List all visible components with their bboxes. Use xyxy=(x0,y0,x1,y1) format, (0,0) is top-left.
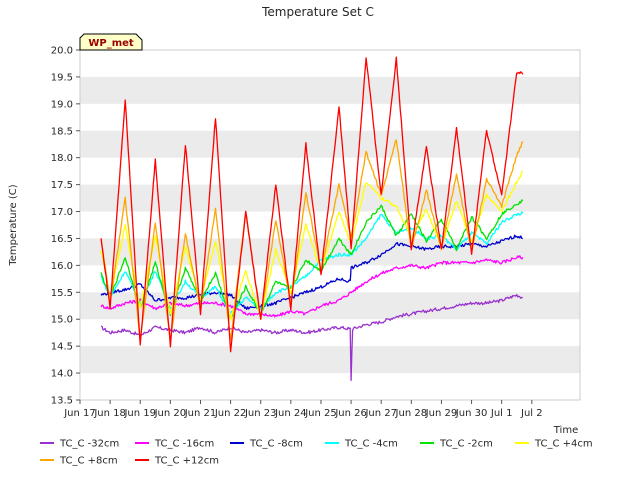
x-tick-label: Jun 27 xyxy=(364,408,397,419)
legend-label: TC_C +12cm xyxy=(154,456,219,467)
series-line-2 xyxy=(100,255,524,318)
x-tick-label: Jun 19 xyxy=(123,408,156,419)
y-tick-label: 15.0 xyxy=(51,315,73,326)
legend-label: TC_C +8cm xyxy=(59,456,118,467)
y-tick-label: 15.5 xyxy=(51,288,73,299)
legend-label: TC_C -4cm xyxy=(344,439,398,450)
x-tick-label: Jun 28 xyxy=(395,408,428,419)
legend-label: TC_C -16cm xyxy=(154,439,214,450)
series-line-6 xyxy=(100,170,524,321)
legend-label: TC_C -8cm xyxy=(249,439,303,450)
legend-label: TC_C -32cm xyxy=(59,439,119,450)
annotation-bg xyxy=(79,33,143,51)
x-tick-label: Jun 18 xyxy=(93,408,126,419)
x-tick-label: Jul 2 xyxy=(520,408,543,419)
series-line-3 xyxy=(100,234,523,311)
x-axis-label: Time xyxy=(553,425,578,436)
x-tick-label: Jun 26 xyxy=(334,408,367,419)
legend-label: TC_C -2cm xyxy=(439,439,493,450)
y-axis: 13.5 14.0 14.5 15.0 15.5 16.0 16.5 17.0 17.5 18.0… xyxy=(51,46,80,407)
y-tick-label: 17.5 xyxy=(51,180,73,191)
y-tick-label: 13.5 xyxy=(51,396,73,407)
y-tick-label: 18.0 xyxy=(51,153,73,164)
x-tick-label: Jun 29 xyxy=(425,408,458,419)
series-line-8 xyxy=(100,56,524,353)
annotation-box: WP_met xyxy=(79,33,143,51)
grid-band xyxy=(80,76,580,104)
plot-frame xyxy=(79,49,581,401)
x-tick-label: Jun 17 xyxy=(63,408,96,419)
grid-band xyxy=(80,130,580,158)
x-tick-label: Jun 21 xyxy=(184,408,217,419)
y-tick-label: 20.0 xyxy=(51,46,73,57)
grid-band xyxy=(80,346,580,374)
x-tick-label: Jun 25 xyxy=(304,408,337,419)
x-tick-label: Jun 30 xyxy=(455,408,488,419)
x-tick-label: Jun 24 xyxy=(274,408,307,419)
y-tick-label: 16.5 xyxy=(51,234,73,245)
series-layer xyxy=(100,56,524,382)
y-tick-label: 18.5 xyxy=(51,126,73,137)
x-tick-label: Jun 23 xyxy=(244,408,277,419)
y-tick-label: 14.0 xyxy=(51,369,73,380)
x-tick-label: Jun 22 xyxy=(214,408,247,419)
chart-title: Temperature Set C xyxy=(261,5,374,19)
y-tick-label: 16.0 xyxy=(51,261,73,272)
y-tick-label: 19.5 xyxy=(51,72,73,83)
y-axis-label: Temperature (C) xyxy=(8,184,19,266)
x-tick-label: Jun 20 xyxy=(154,408,187,419)
annotation-label: WP_met xyxy=(88,38,134,49)
legend-label: TC_C +4cm xyxy=(534,439,593,450)
y-tick-label: 14.5 xyxy=(51,342,73,353)
y-tick-label: 19.0 xyxy=(51,99,73,110)
x-tick-label: Jul 1 xyxy=(490,408,513,419)
legend: TC_C -32cm TC_C -16cm TC_C -8cm TC_C -4cm TC… xyxy=(40,439,593,467)
y-tick-label: 17.0 xyxy=(51,207,73,218)
grid-band xyxy=(80,292,580,320)
